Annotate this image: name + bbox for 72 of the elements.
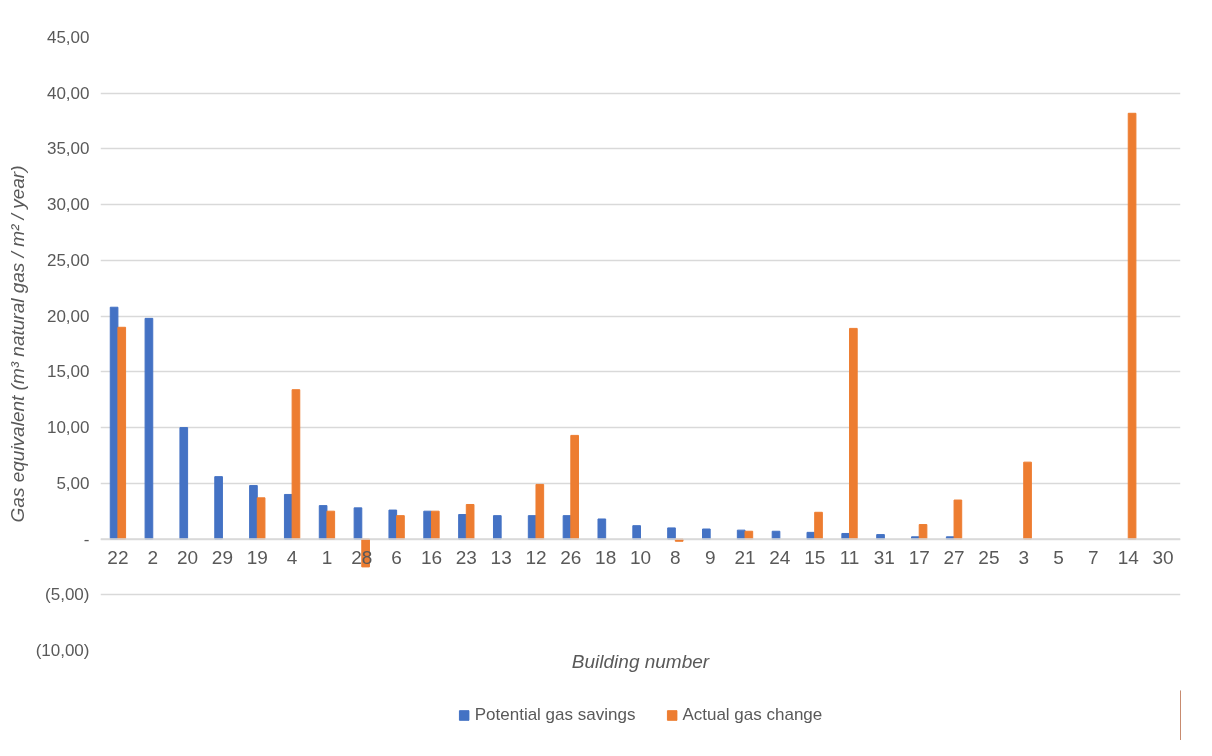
- x-tick-label: 31: [873, 547, 895, 569]
- x-tick-label: 12: [525, 547, 547, 569]
- bar: [144, 317, 154, 540]
- bar: [396, 515, 405, 540]
- x-tick-label: 30: [1152, 547, 1174, 569]
- bar: [918, 524, 928, 540]
- x-tick-label: 25: [978, 547, 1000, 569]
- y-tick-label: 20,00: [46, 306, 90, 326]
- bar: [117, 326, 127, 540]
- x-tick-label: 24: [769, 547, 791, 569]
- y-tick-label: (5,00): [45, 585, 90, 605]
- y-tick-label: 5,00: [56, 473, 90, 493]
- x-tick-label: 14: [1117, 547, 1140, 569]
- bar: [667, 527, 676, 540]
- x-tick-label: 4: [286, 547, 298, 569]
- bar: [388, 509, 398, 540]
- bar: [430, 510, 440, 540]
- x-tick-label: 10: [629, 547, 652, 569]
- bar: [535, 483, 545, 540]
- x-tick-label: 9: [704, 547, 716, 569]
- bar: [326, 510, 336, 540]
- y-tick-label: 45,00: [46, 28, 90, 47]
- bar: [1127, 112, 1137, 540]
- legend-label: Actual gas change: [682, 705, 823, 725]
- bar: [249, 485, 258, 540]
- y-tick-label: (10,00): [35, 641, 90, 660]
- y-tick-label: 35,00: [46, 139, 90, 159]
- bar: [256, 497, 266, 540]
- bar: [953, 499, 963, 540]
- x-tick-label: 17: [908, 547, 930, 569]
- bar: [353, 507, 363, 540]
- y-tick-label: 30,00: [46, 195, 90, 215]
- bar: [597, 518, 607, 540]
- x-tick-label: 15: [804, 547, 826, 569]
- bar: [1023, 461, 1032, 540]
- x-tick-label: 3: [1018, 547, 1030, 569]
- x-tick-label: 21: [734, 547, 756, 569]
- bar: [702, 528, 711, 540]
- x-tick-label: 2: [147, 547, 159, 569]
- x-tick-label: 7: [1088, 547, 1099, 569]
- bar: [492, 515, 502, 540]
- y-tick-label: 40,00: [46, 83, 90, 103]
- bar: [632, 525, 641, 540]
- x-tick-label: 16: [420, 547, 443, 569]
- x-tick-label: 27: [943, 547, 965, 569]
- y-axis-title: Gas equivalent (m³ natural gas / m² / year): [6, 165, 28, 523]
- x-tick-label: 8: [670, 547, 681, 569]
- bar: [179, 427, 189, 540]
- y-tick-label: -: [83, 529, 90, 549]
- bar: [570, 434, 579, 540]
- legend-label: Potential gas savings: [474, 705, 636, 725]
- x-tick-label: 22: [107, 547, 129, 569]
- bar: [814, 511, 823, 540]
- x-tick-label: 6: [391, 547, 402, 569]
- x-tick-label: 26: [560, 547, 582, 569]
- x-tick-label: 1: [321, 547, 333, 569]
- y-tick-label: 25,00: [46, 250, 90, 270]
- y-tick-label: 10,00: [46, 418, 90, 438]
- x-tick-label: 11: [839, 547, 860, 569]
- x-tick-label: 18: [595, 547, 617, 569]
- x-axis-title: Building number: [571, 650, 710, 672]
- x-tick-label: 23: [455, 547, 477, 569]
- y-tick-label: 15,00: [46, 362, 90, 382]
- x-tick-label: 19: [246, 547, 268, 569]
- bar: [849, 327, 858, 540]
- x-tick-label: 29: [211, 547, 234, 569]
- bar: [291, 389, 301, 540]
- x-tick-label: 13: [490, 547, 512, 569]
- bar: [214, 476, 223, 540]
- x-tick-label: 20: [177, 547, 199, 569]
- bar: [465, 503, 475, 540]
- x-tick-label: 5: [1053, 547, 1064, 569]
